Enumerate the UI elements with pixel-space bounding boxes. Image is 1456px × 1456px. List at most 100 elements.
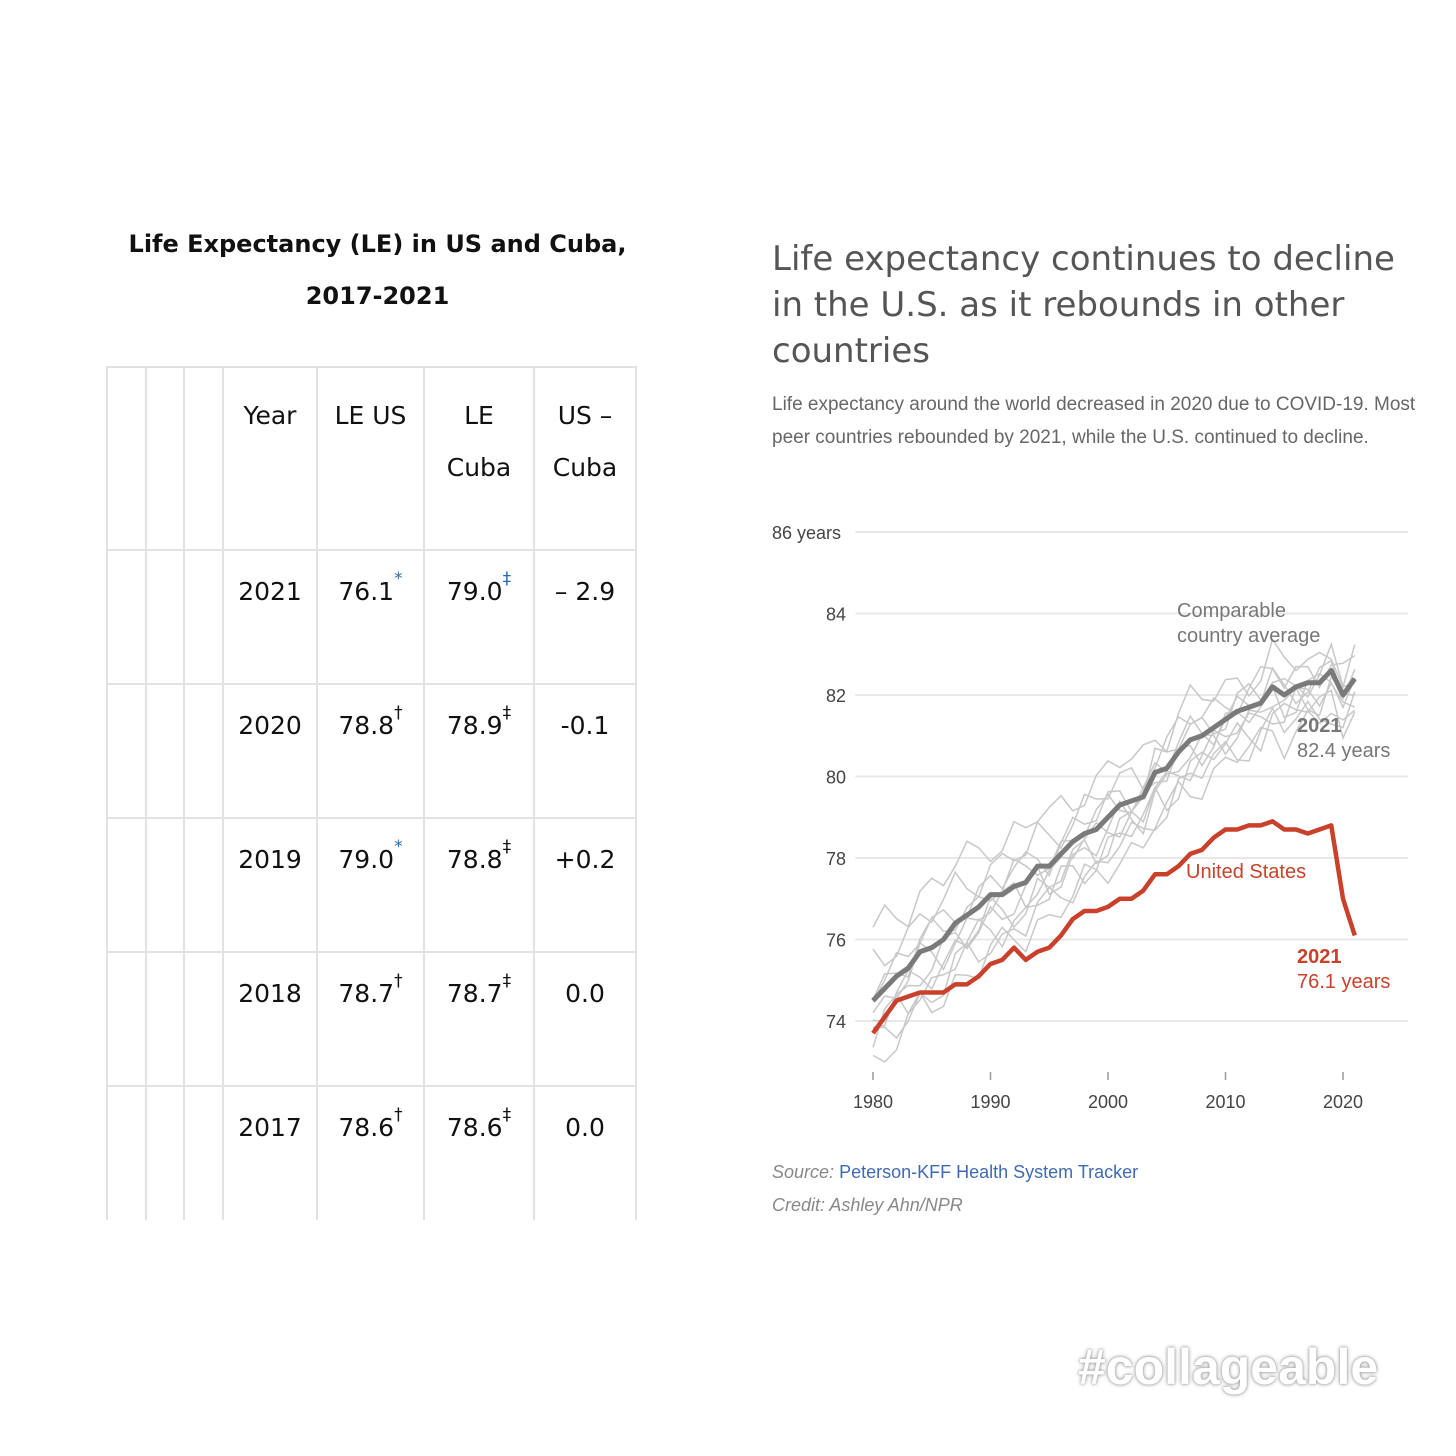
peer-country-line [872, 659, 1356, 1001]
empty-cell [145, 366, 185, 550]
united-states-line [871, 819, 1357, 1035]
cell-le-cuba: 78.6‡ [423, 1085, 535, 1220]
y-axis-top-label: 86 years [772, 523, 841, 543]
cell-le-cuba: 78.8‡ [423, 817, 535, 953]
header-diff: US – Cuba [533, 366, 637, 550]
cell-le-us: 79.0* [316, 817, 425, 953]
empty-cell [183, 951, 224, 1087]
peer-country-line [872, 637, 1356, 928]
cell-diff: +0.2 [533, 817, 637, 953]
le-cuba-value: 78.8 [446, 845, 503, 874]
footnote-mark: ‡ [502, 837, 512, 857]
y-tick-label: 78 [826, 849, 846, 869]
empty-cell [183, 817, 224, 953]
le-cuba-value: 78.6 [446, 1113, 503, 1142]
le-us-value: 76.1 [338, 577, 395, 606]
y-tick-label: 84 [826, 605, 846, 625]
x-tick-label: 2010 [1205, 1092, 1245, 1112]
empty-cell [106, 817, 147, 953]
empty-cell [183, 366, 224, 550]
footnote-mark: ‡ [502, 1105, 512, 1125]
empty-cell [106, 549, 147, 685]
source-link[interactable]: Peterson-KFF Health System Tracker [839, 1162, 1139, 1182]
le-cuba-value: 78.9 [446, 711, 503, 740]
watermark: #collageable [1078, 1339, 1379, 1395]
peer-country-line [872, 709, 1356, 1063]
y-tick-label: 76 [826, 931, 846, 951]
y-tick-label: 82 [826, 686, 846, 706]
peer-country-line [872, 641, 1355, 1003]
table-row: 2017 78.6† 78.6‡ 0.0 [106, 1085, 637, 1220]
chart-title: Life expectancy continues to decline in … [772, 239, 1395, 371]
le-us-value: 79.0 [338, 845, 395, 874]
x-tick-label: 1990 [970, 1092, 1010, 1112]
cell-diff: 0.0 [533, 1085, 637, 1220]
empty-cell [145, 817, 185, 953]
table-header-row: Year LE US LE Cuba US – Cuba [106, 366, 637, 550]
empty-cell [183, 1085, 224, 1220]
empty-cell [106, 1085, 147, 1220]
avg-end-value: 82.4 years [1297, 740, 1390, 762]
table-row: 2021 76.1* 79.0‡ – 2.9 [106, 549, 637, 685]
cell-year: 2019 [222, 817, 318, 953]
header-le-cuba: LE Cuba [423, 366, 535, 550]
cell-le-cuba: 79.0‡ [423, 549, 535, 685]
source-line: Source: Peterson-KFF Health System Track… [772, 1162, 1138, 1183]
table-title-line1: Life Expectancy (LE) in US and Cuba, [128, 230, 627, 258]
comparable-average-line [871, 668, 1357, 1003]
footnote-mark: * [394, 569, 403, 589]
table-row: 2019 79.0* 78.8‡ +0.2 [106, 817, 637, 953]
cell-diff: – 2.9 [533, 549, 637, 685]
le-us-value: 78.6 [338, 1113, 395, 1142]
empty-cell [145, 549, 185, 685]
x-tick-label: 2020 [1323, 1092, 1363, 1112]
header-year: Year [222, 366, 318, 550]
x-tick-label: 2000 [1088, 1092, 1128, 1112]
empty-cell [106, 366, 147, 550]
avg-label-2: country average [1177, 625, 1320, 647]
cell-le-us: 78.7† [316, 951, 425, 1087]
us-end-value: 76.1 years [1297, 971, 1390, 993]
table-title: Life Expectancy (LE) in US and Cuba, 201… [106, 218, 649, 322]
le-cuba-value: 78.7 [446, 979, 503, 1008]
footnote-mark: † [394, 971, 403, 991]
le-us-value: 78.8 [338, 711, 395, 740]
table-title-line2: 2017-2021 [305, 282, 450, 310]
life-expectancy-table: Year LE US LE Cuba US – Cuba 2021 76.1* … [106, 366, 637, 1220]
cell-le-us: 78.8† [316, 683, 425, 819]
y-tick-label: 74 [826, 1012, 846, 1032]
empty-cell [145, 951, 185, 1087]
table-row: 2020 78.8† 78.9‡ -0.1 [106, 683, 637, 819]
footnote-mark: ‡ [502, 569, 512, 589]
chart-subtitle: Life expectancy around the world decreas… [772, 394, 1416, 448]
empty-cell [106, 683, 147, 819]
credit-line: Credit: Ashley Ahn/NPR [772, 1195, 963, 1215]
table-row: 2018 78.7† 78.7‡ 0.0 [106, 951, 637, 1087]
peer-country-line [872, 672, 1356, 1014]
us-label: United States [1186, 861, 1306, 883]
cell-le-us: 76.1* [316, 549, 425, 685]
x-tick-label: 1980 [853, 1092, 893, 1112]
line-chart: 86 years 74 76 78 80 82 84 1980 1990 2000 2010 2020… [772, 523, 1408, 1112]
cell-le-us: 78.6† [316, 1085, 425, 1220]
header-le-us: LE US [316, 366, 425, 550]
cell-year: 2018 [222, 951, 318, 1087]
cell-diff: 0.0 [533, 951, 637, 1087]
avg-label-1: Comparable [1177, 600, 1286, 622]
cell-year: 2020 [222, 683, 318, 819]
cell-diff: -0.1 [533, 683, 637, 819]
footnote-mark: * [394, 837, 403, 857]
footnote-mark: ‡ [502, 703, 512, 723]
y-tick-label: 80 [826, 768, 846, 788]
cell-year: 2021 [222, 549, 318, 685]
empty-cell [145, 1085, 185, 1220]
avg-end-year: 2021 [1297, 715, 1342, 737]
cell-le-cuba: 78.9‡ [423, 683, 535, 819]
empty-cell [183, 549, 224, 685]
le-us-value: 78.7 [338, 979, 395, 1008]
source-label: Source: [772, 1162, 835, 1182]
empty-cell [106, 951, 147, 1087]
footnote-mark: ‡ [502, 971, 512, 991]
us-end-year: 2021 [1297, 946, 1342, 968]
cell-le-cuba: 78.7‡ [423, 951, 535, 1087]
